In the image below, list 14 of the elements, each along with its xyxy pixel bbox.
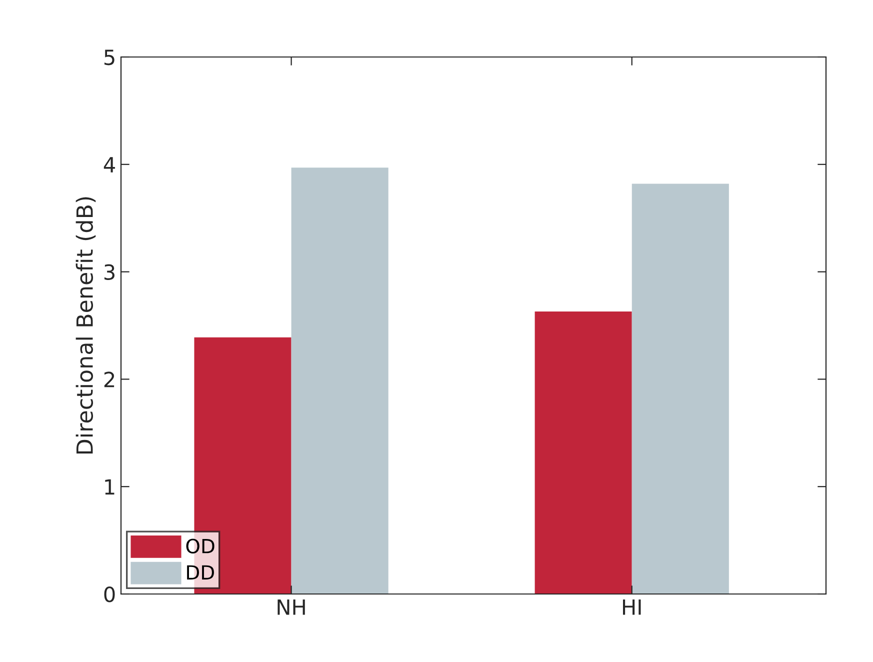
bar <box>632 184 729 594</box>
y-axis-title: Directional Benefit (dB) <box>76 197 96 454</box>
y-tick-label: 0 <box>104 586 115 602</box>
y-tick-label: 5 <box>104 50 114 66</box>
x-tick-label: NH <box>278 600 305 615</box>
legend-label: DD <box>187 565 214 580</box>
bar <box>291 168 388 594</box>
x-tick-label: HI <box>623 600 641 615</box>
y-tick-label: 4 <box>104 157 115 172</box>
y-tick-label: 1 <box>105 479 114 495</box>
legend-label: OD <box>186 538 214 554</box>
y-tick-label: 2 <box>104 372 114 388</box>
y-tick-label: 3 <box>104 264 114 280</box>
bar <box>534 312 632 594</box>
